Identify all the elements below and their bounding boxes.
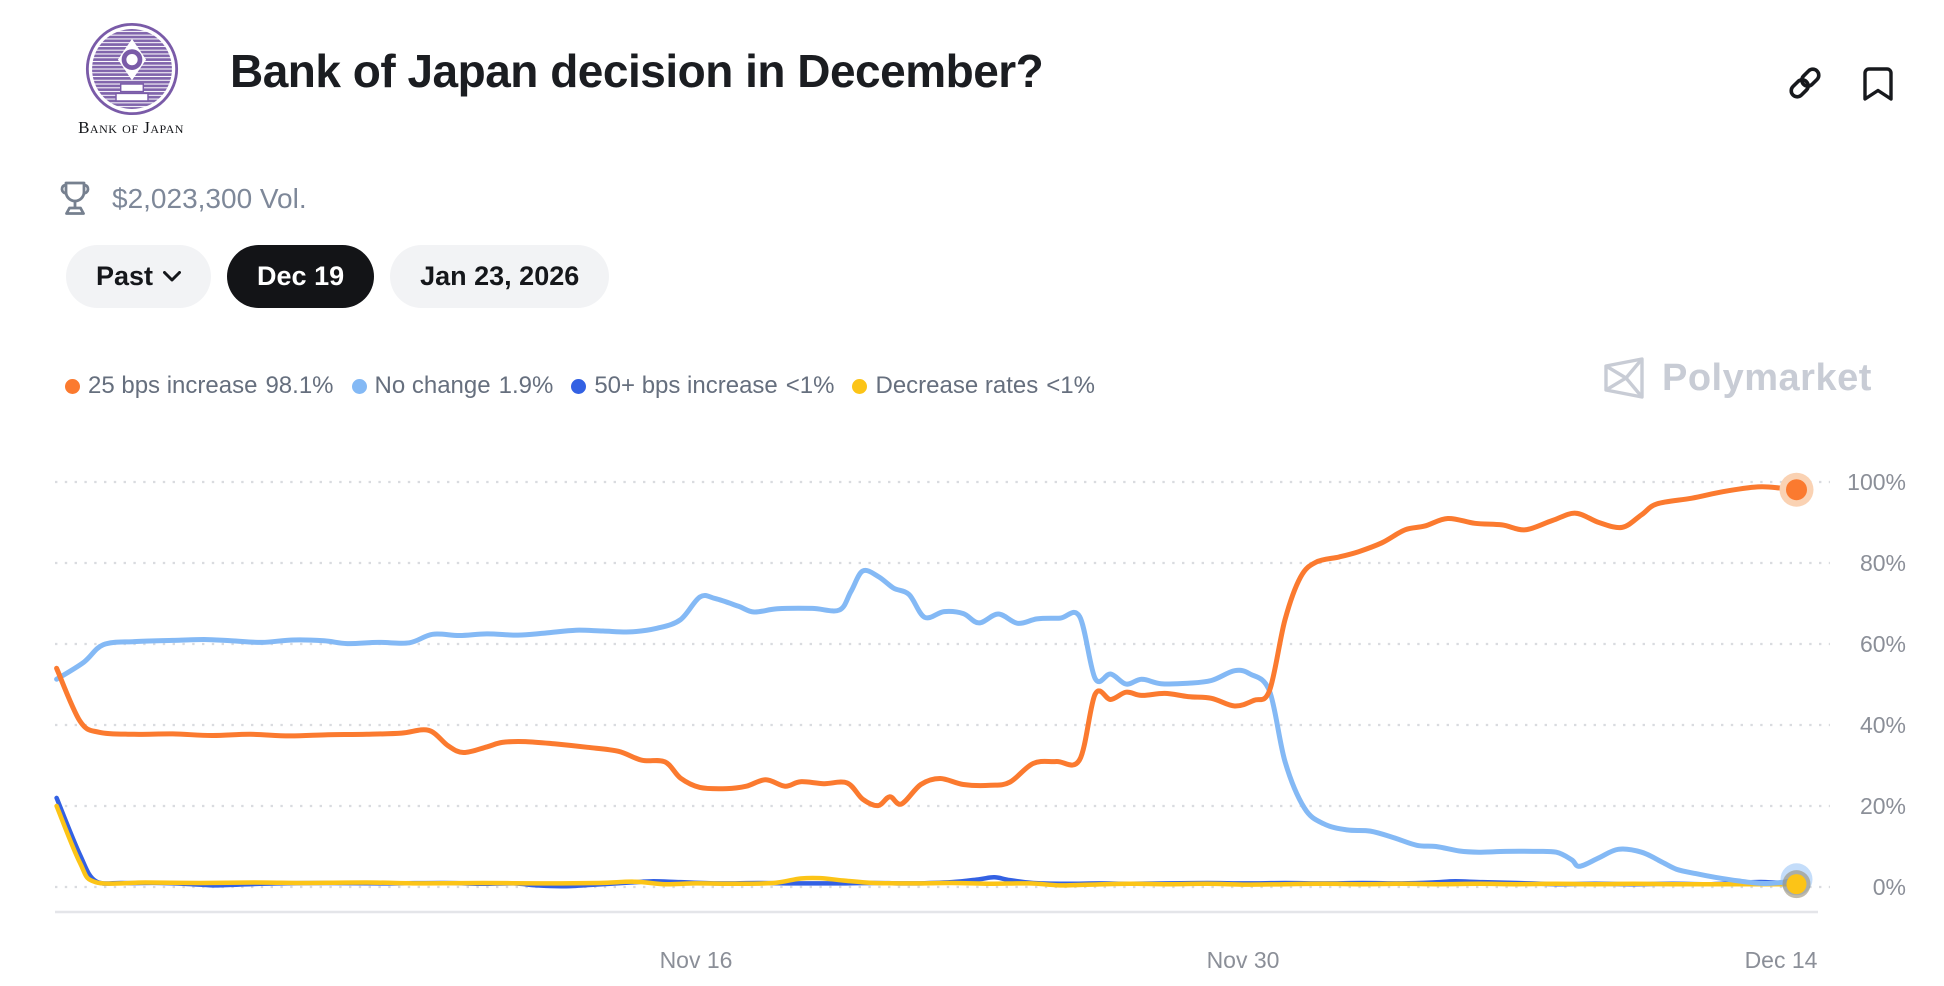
legend-value: 98.1% xyxy=(265,372,334,399)
end-marker-dot-25bps-increase xyxy=(1786,479,1807,501)
legend-item: 25 bps increase 98.1% xyxy=(65,372,334,400)
volume-value: $2,023,300 Vol. xyxy=(112,183,307,214)
x-axis-labels: Nov 16 Nov 30 Dec 14 xyxy=(660,947,1818,973)
x-tick: Dec 14 xyxy=(1745,947,1818,973)
chart-end-markers xyxy=(1779,472,1814,899)
legend-value: 1.9% xyxy=(498,372,554,399)
x-tick: Nov 16 xyxy=(660,947,733,973)
polymarket-logo-icon xyxy=(1604,357,1644,399)
bank-of-japan-logo xyxy=(85,22,179,116)
legend-dot-yellow xyxy=(852,378,868,394)
legend-item: No change 1.9% xyxy=(351,372,554,400)
legend-value: <1% xyxy=(785,372,835,399)
y-tick: 20% xyxy=(1860,793,1906,819)
chevron-down-icon xyxy=(163,271,182,282)
filter-pills: Past Dec 19 Jan 23, 2026 xyxy=(66,245,610,308)
chart-gridlines xyxy=(55,480,1830,889)
legend-dot-orange xyxy=(65,378,80,394)
chart-legend: 25 bps increase 98.1% No change 1.9% 50+… xyxy=(65,372,1095,400)
trophy-icon xyxy=(60,181,90,215)
x-tick: Nov 30 xyxy=(1207,947,1280,973)
date-tab-label: Dec 19 xyxy=(257,261,345,291)
y-tick: 100% xyxy=(1847,469,1906,495)
date-tab-jan-23-2026[interactable]: Jan 23, 2026 xyxy=(390,245,610,308)
legend-dot-darkblue xyxy=(571,378,587,394)
legend-label: Decrease rates xyxy=(875,372,1039,399)
series-line-decrease-rates xyxy=(54,803,1799,888)
probability-chart[interactable]: 100% 80% 60% 40% 20% 0% Nov 16 Nov 30 De… xyxy=(0,440,1944,986)
legend-dot-lightblue xyxy=(351,378,367,394)
link-icon[interactable] xyxy=(1786,64,1824,102)
past-dropdown[interactable]: Past xyxy=(66,245,212,308)
y-tick: 0% xyxy=(1873,874,1906,900)
page-title: Bank of Japan decision in December? xyxy=(230,45,1044,97)
logo-caption: Bank of Japan xyxy=(78,118,184,137)
y-tick: 40% xyxy=(1860,712,1906,738)
y-tick: 60% xyxy=(1860,631,1906,657)
series-line-25bps-increase xyxy=(54,484,1799,809)
chart-series xyxy=(54,484,1799,889)
legend-value: <1% xyxy=(1046,372,1095,399)
y-tick: 80% xyxy=(1860,550,1906,576)
date-tab-label: Jan 23, 2026 xyxy=(420,261,580,291)
series-line-50plus-bps-increase xyxy=(54,795,1799,889)
polymarket-watermark[interactable]: Polymarket xyxy=(1602,356,1872,400)
legend-item: Decrease rates <1% xyxy=(852,372,1095,400)
past-label: Past xyxy=(96,261,154,291)
y-axis-labels: 100% 80% 60% 40% 20% 0% xyxy=(1847,469,1906,900)
end-marker-dot-decrease-rates xyxy=(1786,874,1807,895)
volume-row: $2,023,300 Vol. xyxy=(58,180,307,218)
polymarket-wordmark: Polymarket xyxy=(1662,356,1872,399)
legend-label: 50+ bps increase xyxy=(594,372,778,399)
legend-item: 50+ bps increase <1% xyxy=(571,372,834,400)
legend-label: No change xyxy=(374,372,491,399)
legend-label: 25 bps increase xyxy=(88,372,258,399)
series-line-no-change xyxy=(54,567,1799,886)
bookmark-icon[interactable] xyxy=(1862,66,1894,102)
date-tab-dec-19[interactable]: Dec 19 xyxy=(227,245,375,308)
